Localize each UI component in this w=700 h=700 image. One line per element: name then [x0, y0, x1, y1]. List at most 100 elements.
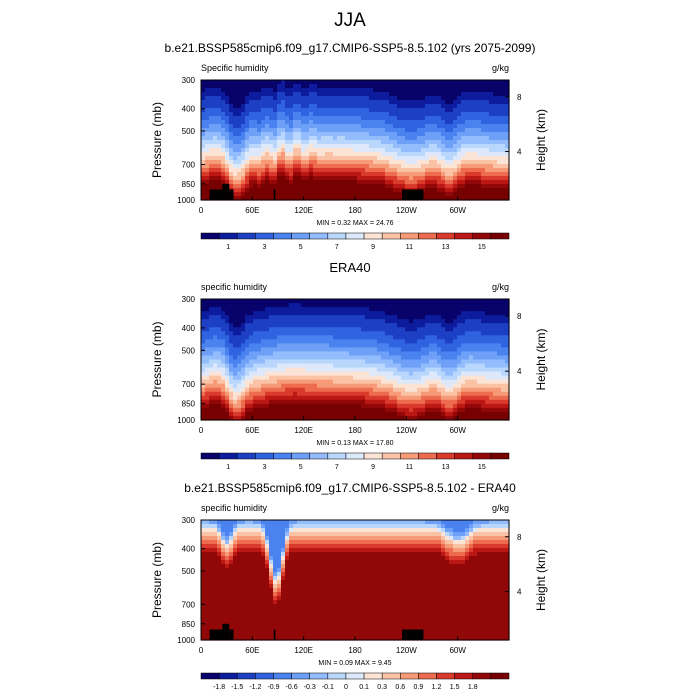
contour-cell: [313, 188, 318, 193]
contour-cell: [417, 152, 422, 157]
contour-cell: [313, 168, 318, 173]
contour-cell: [401, 96, 406, 101]
contour-cell: [357, 327, 362, 332]
contour-cell: [229, 148, 234, 153]
contour-cell: [269, 152, 274, 157]
contour-cell: [249, 156, 254, 161]
contour-cell: [365, 343, 370, 348]
contour-cell: [469, 156, 474, 161]
contour-cell: [381, 351, 386, 357]
contour-cell: [281, 351, 286, 357]
contour-cell: [497, 383, 502, 389]
contour-cell: [345, 140, 350, 145]
contour-cell: [433, 88, 438, 93]
contour-cell: [293, 116, 298, 121]
contour-cell: [217, 148, 222, 153]
contour-cell: [433, 307, 438, 312]
contour-cell: [449, 335, 454, 340]
contour-cell: [237, 307, 242, 312]
contour-cell: [449, 192, 454, 197]
contour-cell: [209, 156, 214, 161]
contour-cell: [465, 172, 470, 177]
contour-cell: [373, 92, 378, 97]
colorbar: 1 3 5 7 9 11 13 15: [200, 452, 510, 471]
contour-cell: [213, 355, 218, 361]
contour-cell: [433, 184, 438, 189]
contour-cell: [257, 347, 262, 353]
contour-cell: [457, 180, 462, 185]
contour-cell: [217, 303, 222, 308]
contour-cell: [405, 315, 410, 320]
contour-cell: [409, 96, 414, 101]
contour-cell: [457, 152, 462, 157]
contour-cell: [449, 415, 454, 421]
contour-cell: [225, 520, 230, 525]
contour-cell: [469, 164, 474, 169]
contour-cell: [445, 88, 450, 93]
contour-cell: [249, 88, 254, 93]
contour-cell: [445, 407, 450, 413]
contour-cell: [445, 104, 450, 109]
contour-cell: [373, 96, 378, 101]
contour-cell: [205, 303, 210, 308]
contour-cell: [425, 335, 430, 340]
contour-cell: [305, 395, 310, 401]
contour-cell: [281, 136, 286, 141]
contour-cell: [361, 192, 366, 197]
contour-cell: [289, 335, 294, 340]
contour-cell: [313, 140, 318, 145]
contour-cell: [477, 347, 482, 353]
contour-cell: [497, 359, 502, 365]
contour-cell: [413, 307, 418, 312]
contour-cell: [225, 100, 230, 105]
contour-cell: [265, 84, 270, 89]
contour-cell: [245, 144, 250, 149]
contour-cell: [377, 347, 382, 353]
contour-cell: [273, 379, 278, 385]
contour-cell: [321, 315, 326, 320]
contour-cell: [289, 307, 294, 312]
contour-cell: [401, 299, 406, 304]
contour-cell: [369, 184, 374, 189]
contour-cell: [409, 319, 414, 324]
contour-cell: [253, 100, 258, 105]
contour-cell: [321, 108, 326, 113]
contour-cell: [473, 359, 478, 365]
contour-cell: [429, 172, 434, 177]
contour-cell: [341, 387, 346, 393]
contour-cell: [445, 100, 450, 105]
contour-cell: [349, 196, 354, 201]
contour-cell: [365, 379, 370, 385]
contour-cell: [329, 128, 334, 133]
contour-cell: [357, 411, 362, 417]
contour-cell: [205, 520, 210, 525]
contour-cell: [225, 415, 230, 421]
contour-cell: [253, 327, 258, 332]
contour-cell: [241, 164, 246, 169]
contour-cell: [205, 136, 210, 141]
contour-cell: [413, 371, 418, 377]
contour-cell: [381, 343, 386, 348]
contour-cell: [357, 379, 362, 385]
contour-cell: [321, 172, 326, 177]
contour-cell: [369, 112, 374, 117]
contour-cell: [465, 407, 470, 413]
contour-cell: [369, 311, 374, 316]
contour-cell: [305, 92, 310, 97]
contour-cell: [465, 367, 470, 373]
contour-cell: [473, 315, 478, 320]
contour-cell: [497, 395, 502, 401]
contour-cell: [257, 92, 262, 97]
contour-cell: [465, 128, 470, 133]
contour-cell: [477, 140, 482, 145]
contour-cell: [501, 192, 506, 197]
contour-cell: [313, 520, 318, 525]
contour-cell: [293, 367, 298, 373]
contour-cell: [269, 528, 274, 533]
contour-cell: [317, 192, 322, 197]
contour-cell: [253, 156, 258, 161]
contour-cell: [369, 96, 374, 101]
contour-cell: [485, 520, 490, 525]
contour-cell: [217, 128, 222, 133]
contour-cell: [345, 144, 350, 149]
